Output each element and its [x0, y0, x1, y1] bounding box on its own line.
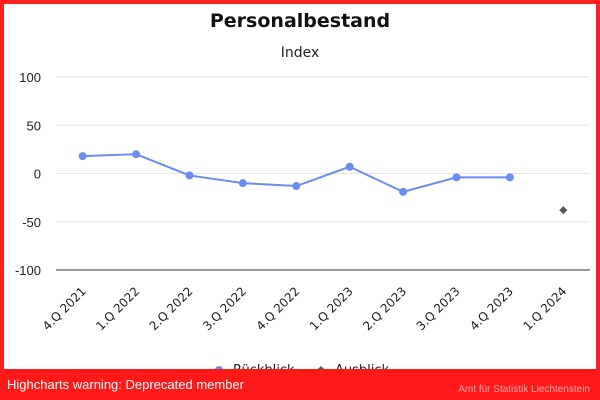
data-point[interactable] — [238, 179, 247, 188]
y-tick-label: -50 — [22, 215, 41, 230]
data-point[interactable] — [452, 173, 461, 182]
x-tick-label: 1.Q 2024 — [520, 284, 569, 333]
data-point[interactable] — [292, 182, 301, 191]
x-tick-label: 3.Q 2023 — [414, 284, 463, 333]
x-tick-label: 2.Q 2023 — [360, 284, 409, 333]
x-tick-label: 4.Q 2022 — [253, 284, 302, 333]
grid-lines — [56, 76, 590, 223]
x-tick-label: 4.Q 2021 — [40, 284, 89, 333]
data-point[interactable] — [559, 206, 568, 215]
series-rueckblick[interactable] — [78, 150, 514, 196]
x-tick-label: 1.Q 2022 — [93, 284, 142, 333]
data-point[interactable] — [132, 150, 141, 159]
chart-title: Personalbestand — [210, 10, 390, 32]
y-tick-label: -100 — [15, 263, 41, 278]
x-tick-label: 3.Q 2022 — [200, 284, 249, 333]
x-tick-label: 2.Q 2022 — [147, 284, 196, 333]
series-ausblick[interactable] — [559, 206, 568, 215]
y-tick-label: 50 — [27, 118, 41, 133]
data-point[interactable] — [185, 171, 194, 180]
x-tick-label: 1.Q 2023 — [307, 284, 356, 333]
warning-text: Highcharts warning: Deprecated member — [7, 377, 244, 392]
credits-link[interactable]: Amt für Statistik Liechtenstein — [458, 384, 590, 395]
y-tick-label: 0 — [34, 167, 41, 182]
y-tick-label: 100 — [19, 70, 41, 85]
series — [78, 150, 568, 215]
data-point[interactable] — [505, 173, 514, 182]
data-point[interactable] — [345, 162, 354, 171]
warning-banner: Highcharts warning: Deprecated member — [0, 369, 600, 400]
x-tick-label: 4.Q 2023 — [467, 284, 516, 333]
chart-subtitle: Index — [281, 45, 320, 61]
data-point[interactable] — [78, 152, 87, 161]
data-point[interactable] — [399, 187, 408, 196]
